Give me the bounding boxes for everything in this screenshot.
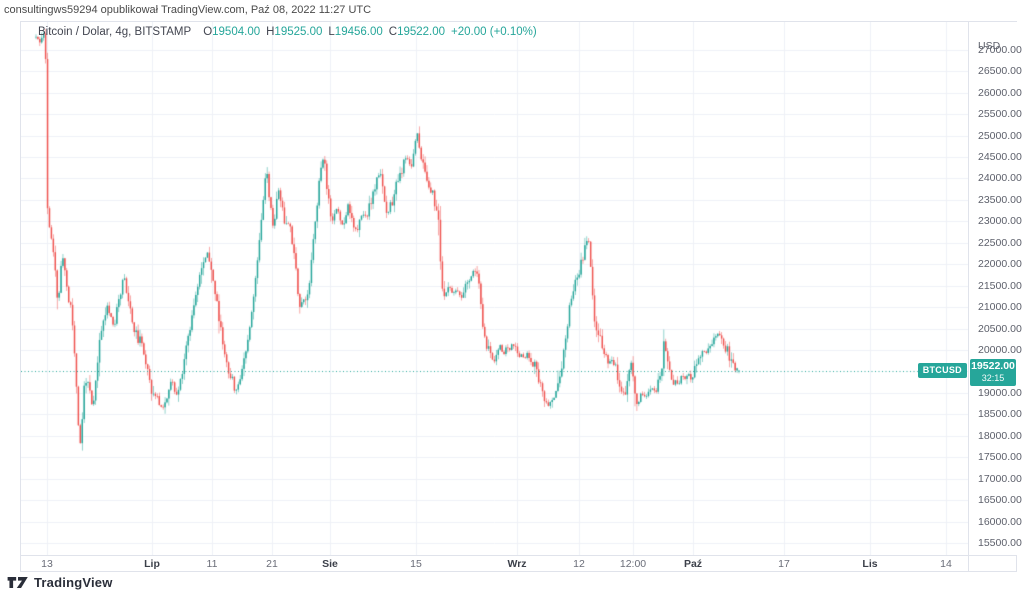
candlestick-chart-canvas[interactable] (21, 22, 968, 555)
price-tick-label: 21500.00 (978, 279, 1022, 292)
chart-widget: Bitcoin / Dolar, 4g, BITSTAMP O19504.00 H1… (20, 21, 1022, 572)
price-tick-label: 17000.00 (978, 472, 1022, 485)
high-value: 19525.00 (274, 26, 323, 38)
price-tick-label: 16000.00 (978, 515, 1022, 528)
time-tick-label: 11 (206, 558, 218, 570)
low-label: L (328, 26, 335, 38)
axis-corner (968, 556, 1016, 572)
time-tick-label: Sie (322, 558, 338, 570)
price-tick-label: 18000.00 (978, 429, 1022, 442)
symbol-title: Bitcoin / Dolar, 4g, BITSTAMP (38, 26, 192, 38)
price-tick-label: 22000.00 (978, 258, 1022, 271)
tradingview-logo[interactable]: TradingView (7, 575, 113, 590)
time-tick-label: 12:00 (619, 558, 647, 570)
time-tick-label: 17 (778, 558, 790, 570)
price-tick-label: 19000.00 (978, 386, 1022, 399)
price-tick-label: 23500.00 (978, 193, 1022, 206)
time-tick-label: 15 (410, 558, 422, 570)
price-tick-label: 25000.00 (978, 129, 1022, 142)
price-axis-unit: USD (978, 40, 1001, 52)
time-tick-label: Lip (144, 558, 160, 570)
chart-pane[interactable]: Bitcoin / Dolar, 4g, BITSTAMP O19504.00 H1… (21, 22, 968, 555)
price-tick-label: 20500.00 (978, 322, 1022, 335)
tradingview-logo-icon (7, 577, 28, 588)
symbol-price-line-badge: BTCUSD (917, 363, 967, 378)
time-tick-label: 13 (41, 558, 53, 570)
price-tick-label: 22500.00 (978, 236, 1022, 249)
price-tick-label: 16500.00 (978, 494, 1022, 507)
price-axis[interactable]: USD 27000.00 26500.00 26000.00 25500.00 2500… (968, 22, 1022, 555)
current-price-badge: 19522.00 32:15 (970, 359, 1016, 386)
current-price-value: 19522.00 (971, 360, 1015, 372)
price-tick-label: 24500.00 (978, 150, 1022, 163)
time-axis[interactable]: 13 Lip 11 21 Sie 15 Wrz 12 12:00 Paź 17 Lis 14 (21, 555, 1016, 572)
tradingview-logo-text: TradingView (34, 575, 113, 590)
price-tick-label: 20000.00 (978, 344, 1022, 356)
time-tick-label: Paź (683, 558, 703, 570)
price-tick-label: 23000.00 (978, 215, 1022, 228)
time-tick-label: 14 (940, 558, 952, 570)
high-label: H (266, 26, 275, 38)
price-tick-label: 15500.00 (978, 537, 1022, 550)
close-value: 19522.00 (397, 26, 446, 38)
time-tick-label: 12 (573, 558, 585, 570)
low-value: 19456.00 (334, 26, 383, 38)
bar-countdown: 32:15 (981, 373, 1005, 383)
time-tick-label: Lis (862, 558, 878, 570)
price-tick-label: 18500.00 (978, 408, 1022, 421)
time-tick-label: 21 (266, 558, 278, 570)
price-tick-label: 27000.00 (978, 43, 1022, 56)
change-value: +20.00 (+0.10%) (451, 26, 537, 38)
price-tick-label: 26500.00 (978, 65, 1022, 78)
price-tick-label: 24000.00 (978, 172, 1022, 185)
attribution-text: consultingws59294 opublikował TradingVie… (4, 4, 372, 16)
open-label: O (203, 26, 213, 38)
open-value: 19504.00 (212, 26, 261, 38)
price-tick-label: 17500.00 (978, 451, 1022, 464)
time-tick-label: Wrz (507, 558, 527, 570)
price-tick-label: 26000.00 (978, 86, 1022, 99)
chart-legend[interactable]: Bitcoin / Dolar, 4g, BITSTAMP O19504.00 H1… (38, 26, 537, 38)
price-tick-label: 25500.00 (978, 108, 1022, 121)
price-tick-label: 21000.00 (978, 301, 1022, 314)
close-label: C (388, 26, 398, 38)
